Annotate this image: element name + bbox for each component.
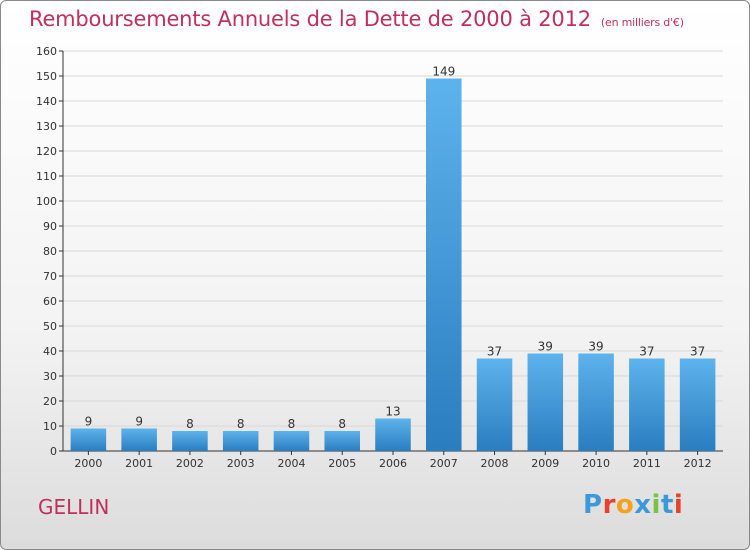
axes: 0 10 20 30 40 50 60 70 80 90 100 110 120 130 140 150 160… bbox=[36, 45, 723, 470]
data-label: 37 bbox=[639, 345, 654, 359]
x-tick-label: 2000 bbox=[74, 457, 102, 470]
y-tick-label: 60 bbox=[43, 295, 57, 308]
data-label: 39 bbox=[538, 340, 553, 354]
x-tick-label: 2008 bbox=[481, 457, 509, 470]
data-label: 9 bbox=[85, 415, 93, 429]
y-tick-label: 130 bbox=[36, 120, 57, 133]
y-tick-label: 30 bbox=[43, 370, 57, 383]
bar bbox=[679, 358, 716, 451]
x-tick-label: 2003 bbox=[227, 457, 255, 470]
data-label: 37 bbox=[690, 345, 705, 359]
y-tick-label: 70 bbox=[43, 270, 57, 283]
logo-letter: P bbox=[583, 490, 603, 520]
data-label: 8 bbox=[338, 417, 346, 431]
x-tick-label: 2012 bbox=[684, 457, 712, 470]
x-tick-label: 2002 bbox=[176, 457, 204, 470]
data-label: 8 bbox=[288, 417, 296, 431]
data-label: 9 bbox=[135, 415, 143, 429]
bar bbox=[375, 418, 411, 451]
logo-letter: i bbox=[651, 490, 661, 520]
logo-letter: r bbox=[602, 490, 616, 520]
y-tick-label: 10 bbox=[43, 420, 57, 433]
data-label: 13 bbox=[385, 405, 400, 419]
y-tick-label: 160 bbox=[36, 45, 57, 58]
bars bbox=[70, 78, 716, 451]
logo-letter: x bbox=[634, 490, 652, 520]
data-label: 8 bbox=[237, 417, 245, 431]
data-label: 39 bbox=[588, 340, 603, 354]
grid-lines bbox=[63, 50, 723, 427]
bar bbox=[578, 353, 614, 451]
unit-note: (en milliers d'€) bbox=[600, 16, 684, 29]
x-tick-label: 2005 bbox=[328, 457, 356, 470]
y-tick-label: 80 bbox=[43, 245, 57, 258]
data-labels: 9 9 8 8 8 8 13 149 37 39 39 37 37 bbox=[85, 65, 706, 432]
x-tick-label: 2009 bbox=[531, 457, 559, 470]
x-tick-label: 2006 bbox=[379, 457, 407, 470]
y-tick-label: 140 bbox=[36, 95, 57, 108]
x-tick-label: 2007 bbox=[430, 457, 458, 470]
bar bbox=[273, 431, 310, 451]
logo-letter: o bbox=[615, 490, 635, 520]
bar bbox=[527, 353, 564, 451]
title-text: Remboursements Annuels de la Dette de 20… bbox=[29, 7, 591, 31]
x-tick-label: 2004 bbox=[277, 457, 305, 470]
bar bbox=[324, 431, 360, 451]
proxiti-logo[interactable]: Proxiti bbox=[583, 490, 683, 520]
data-label: 149 bbox=[432, 65, 455, 79]
logo-letter: t bbox=[660, 490, 674, 520]
x-tick-label: 2010 bbox=[582, 457, 610, 470]
y-tick-label: 150 bbox=[36, 70, 57, 83]
bar bbox=[222, 431, 259, 451]
y-tick-label: 120 bbox=[36, 145, 57, 158]
y-tick-label: 100 bbox=[36, 195, 57, 208]
y-tick-label: 50 bbox=[43, 320, 57, 333]
bar bbox=[426, 78, 462, 451]
bar bbox=[476, 358, 513, 451]
x-tick-label: 2001 bbox=[125, 457, 153, 470]
x-tick-label: 2011 bbox=[633, 457, 661, 470]
bar bbox=[121, 428, 157, 451]
logo-letter: i bbox=[673, 490, 684, 520]
commune-name: GELLIN bbox=[38, 495, 110, 519]
data-label: 8 bbox=[186, 417, 194, 431]
y-tick-label: 110 bbox=[36, 170, 57, 183]
y-tick-label: 90 bbox=[43, 220, 57, 233]
chart-title: Remboursements Annuels de la Dette de 20… bbox=[29, 7, 684, 31]
y-tick-label: 40 bbox=[43, 345, 57, 358]
bar bbox=[172, 431, 208, 451]
y-tick-label: 20 bbox=[43, 395, 57, 408]
bar bbox=[70, 428, 107, 451]
y-tick-label: 0 bbox=[50, 445, 57, 458]
bar bbox=[629, 358, 665, 451]
data-label: 37 bbox=[487, 345, 502, 359]
